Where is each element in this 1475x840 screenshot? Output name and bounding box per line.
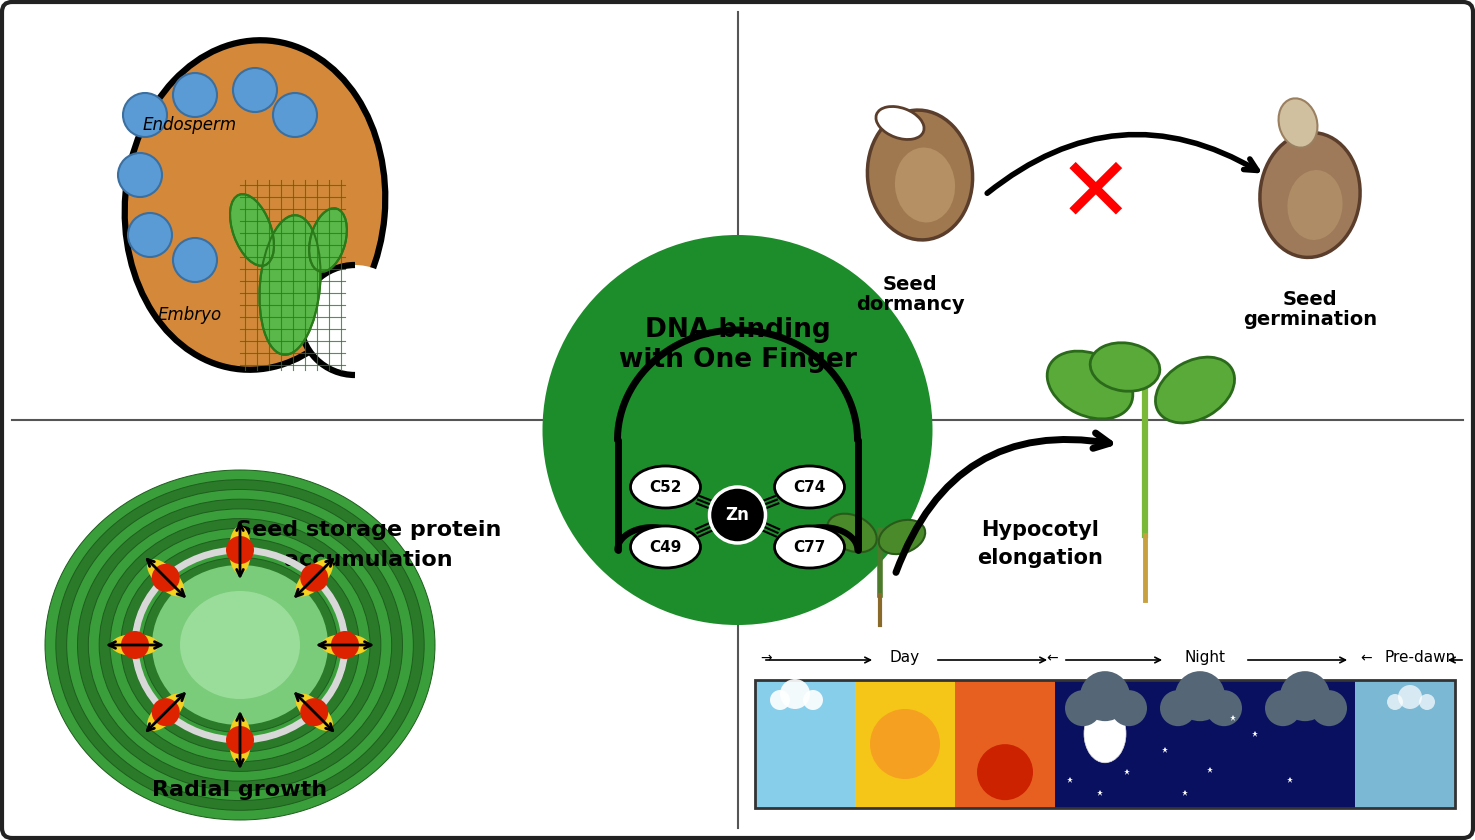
Ellipse shape: [229, 526, 251, 574]
Bar: [855, 680, 954, 808]
Text: Seed: Seed: [882, 275, 937, 294]
Text: C52: C52: [649, 480, 681, 495]
Bar: [1155, 680, 1255, 808]
Ellipse shape: [99, 518, 381, 771]
Circle shape: [1266, 690, 1301, 726]
Ellipse shape: [310, 208, 347, 271]
Ellipse shape: [867, 110, 972, 240]
Circle shape: [543, 235, 932, 625]
Text: ←: ←: [1046, 651, 1058, 665]
Circle shape: [173, 73, 217, 117]
Ellipse shape: [895, 148, 956, 223]
Ellipse shape: [229, 635, 251, 654]
Circle shape: [780, 679, 810, 709]
Circle shape: [121, 631, 149, 659]
Ellipse shape: [876, 107, 923, 139]
Circle shape: [1419, 694, 1435, 710]
Text: Endosperm: Endosperm: [143, 116, 237, 134]
Ellipse shape: [322, 634, 369, 656]
Text: germination: germination: [1243, 310, 1378, 329]
Bar: [1255, 680, 1356, 808]
Circle shape: [802, 690, 823, 710]
Ellipse shape: [111, 528, 370, 762]
Circle shape: [301, 698, 329, 726]
Ellipse shape: [176, 586, 305, 703]
Circle shape: [1080, 671, 1130, 722]
Circle shape: [1176, 671, 1226, 722]
Text: Seed storage protein: Seed storage protein: [236, 520, 502, 540]
Circle shape: [1386, 694, 1403, 710]
Circle shape: [128, 213, 173, 257]
Circle shape: [1065, 690, 1100, 726]
Circle shape: [1207, 690, 1242, 726]
Circle shape: [1280, 671, 1330, 722]
Ellipse shape: [1047, 351, 1133, 419]
Bar: [755, 680, 1454, 808]
Ellipse shape: [125, 40, 385, 370]
Circle shape: [301, 564, 329, 592]
Ellipse shape: [153, 567, 326, 722]
Ellipse shape: [295, 694, 333, 731]
Circle shape: [976, 744, 1032, 801]
Ellipse shape: [148, 694, 184, 731]
Circle shape: [770, 690, 791, 710]
Ellipse shape: [774, 526, 845, 568]
Bar: [954, 680, 1055, 808]
Ellipse shape: [152, 565, 327, 725]
Ellipse shape: [196, 606, 283, 684]
Ellipse shape: [88, 509, 392, 781]
Ellipse shape: [1279, 98, 1317, 148]
Text: Day: Day: [889, 650, 920, 665]
Ellipse shape: [56, 480, 425, 811]
Text: with One Finger: with One Finger: [618, 347, 857, 373]
Text: →: →: [760, 651, 771, 665]
Text: Embryo: Embryo: [158, 306, 223, 324]
Text: ←: ←: [1360, 651, 1372, 665]
Ellipse shape: [295, 559, 333, 596]
Ellipse shape: [164, 577, 316, 713]
Bar: [755, 680, 856, 808]
Ellipse shape: [230, 194, 274, 265]
Ellipse shape: [66, 490, 413, 801]
Circle shape: [709, 487, 766, 543]
Text: ✕: ✕: [1058, 151, 1133, 239]
Ellipse shape: [1084, 705, 1125, 763]
Ellipse shape: [879, 520, 925, 554]
Ellipse shape: [229, 716, 251, 764]
Circle shape: [226, 726, 254, 754]
Text: accumulation: accumulation: [285, 550, 453, 570]
Circle shape: [122, 93, 167, 137]
Circle shape: [870, 709, 940, 779]
Ellipse shape: [111, 634, 159, 656]
Ellipse shape: [630, 466, 701, 508]
Circle shape: [152, 564, 180, 592]
Ellipse shape: [260, 215, 320, 354]
Text: Night: Night: [1184, 650, 1226, 665]
Ellipse shape: [1090, 343, 1159, 391]
Text: Radial growth: Radial growth: [152, 780, 327, 800]
Circle shape: [226, 536, 254, 564]
Text: C77: C77: [794, 539, 826, 554]
Ellipse shape: [78, 499, 403, 790]
Circle shape: [1111, 690, 1148, 726]
Ellipse shape: [208, 616, 273, 675]
Circle shape: [233, 68, 277, 112]
Ellipse shape: [148, 559, 184, 596]
Ellipse shape: [1155, 357, 1235, 423]
Circle shape: [118, 153, 162, 197]
Ellipse shape: [143, 558, 338, 732]
Text: C49: C49: [649, 539, 681, 554]
Circle shape: [330, 631, 358, 659]
Ellipse shape: [218, 626, 261, 664]
Ellipse shape: [121, 538, 360, 752]
Circle shape: [1159, 690, 1196, 726]
Ellipse shape: [827, 514, 876, 552]
Text: DNA binding: DNA binding: [645, 317, 830, 343]
Text: elongation: elongation: [976, 548, 1103, 568]
Circle shape: [299, 265, 410, 375]
Bar: [1356, 680, 1454, 808]
Text: Hypocotyl: Hypocotyl: [981, 520, 1099, 540]
Ellipse shape: [1260, 133, 1360, 257]
Ellipse shape: [186, 596, 294, 694]
